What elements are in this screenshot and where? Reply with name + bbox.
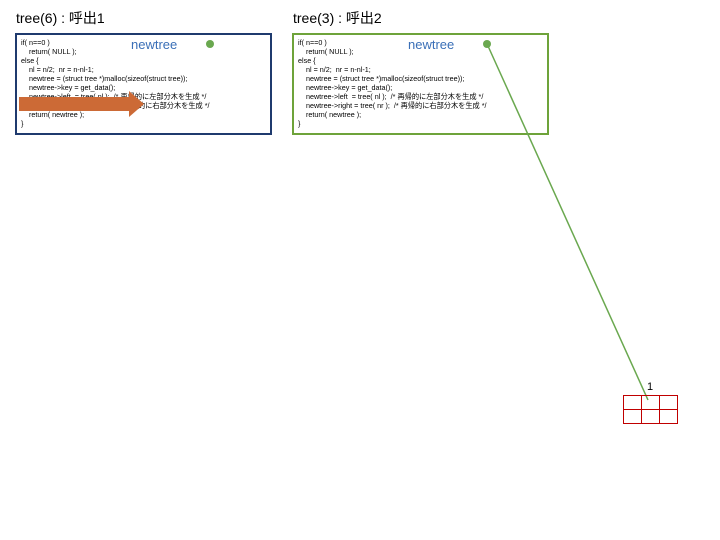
right-title: tree(3) : 呼出2 bbox=[293, 8, 382, 28]
grid-label: 1 bbox=[647, 381, 653, 393]
left-dot bbox=[206, 40, 214, 48]
left-newtree-label: newtree bbox=[131, 37, 177, 52]
right-dot bbox=[483, 40, 491, 48]
right-newtree-label: newtree bbox=[408, 37, 454, 52]
left-title: tree(6) : 呼出1 bbox=[16, 8, 105, 28]
tree-node-grid bbox=[623, 395, 678, 424]
